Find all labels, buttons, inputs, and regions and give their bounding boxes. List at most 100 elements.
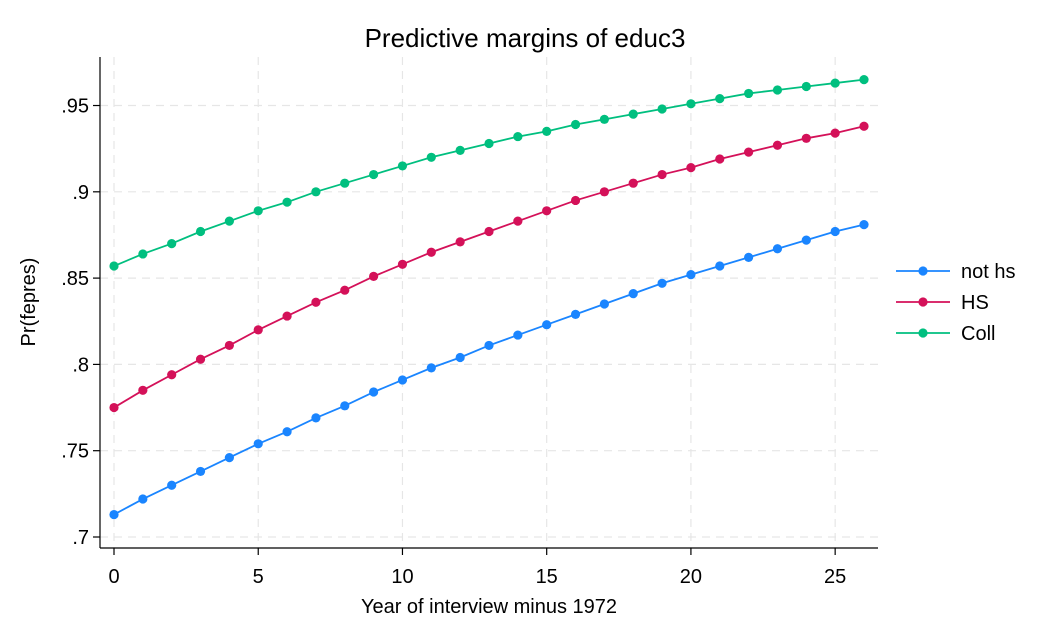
data-point-coll (570, 119, 581, 130)
data-point-hs (369, 271, 379, 281)
data-point-coll (542, 126, 552, 137)
data-point-hs (628, 178, 638, 188)
legend-label-not-hs: not hs (961, 261, 1015, 283)
y-tick-label: .8 (72, 354, 89, 376)
data-point-coll (455, 145, 465, 155)
data-point-coll (830, 78, 840, 88)
data-point-hs (744, 147, 754, 157)
data-point-coll (253, 206, 263, 216)
data-point-not-hs (224, 453, 234, 463)
data-point-hs (455, 237, 465, 247)
data-point-not-hs (484, 340, 494, 351)
data-point-not-hs (657, 278, 667, 288)
data-point-hs (311, 297, 321, 307)
data-point-not-hs (167, 480, 177, 490)
x-axis-title: Year of interview minus 1972 (361, 596, 617, 618)
data-point-not-hs (513, 330, 523, 340)
data-point-hs (397, 259, 408, 269)
data-point-hs (542, 206, 552, 216)
data-point-not-hs (570, 309, 581, 319)
legend: not hs HS Coll (896, 261, 1015, 345)
data-point-hs (570, 195, 581, 206)
axes-layer: .7 .75 .8 .85 .9 .95 0 5 10 15 20 25 (61, 57, 878, 588)
data-point-coll (715, 94, 725, 104)
data-point-hs (340, 285, 350, 295)
legend-label-coll: Coll (961, 323, 995, 345)
y-tick-label: .7 (72, 527, 89, 549)
data-point-hs (484, 226, 494, 237)
y-axis-title: Pr(fepres) (18, 258, 40, 347)
data-point-coll (138, 249, 148, 259)
data-point-not-hs (686, 270, 696, 280)
data-point-hs (686, 163, 696, 173)
data-point-not-hs (455, 352, 465, 363)
data-point-coll (426, 152, 436, 162)
data-point-not-hs (311, 413, 321, 423)
data-point-not-hs (599, 299, 609, 309)
data-point-coll (657, 104, 667, 114)
data-point-coll (224, 216, 234, 226)
data-point-hs (224, 340, 234, 351)
x-tick-label: 10 (391, 566, 413, 588)
legend-marker-hs (918, 297, 928, 307)
x-tick-label: 5 (253, 566, 264, 588)
data-point-coll (801, 81, 811, 92)
data-point-not-hs (772, 244, 783, 254)
data-point-hs (599, 187, 609, 197)
data-point-not-hs (744, 252, 754, 262)
data-point-coll (859, 75, 869, 85)
data-point-not-hs (397, 375, 408, 385)
data-point-coll (167, 238, 177, 249)
data-point-not-hs (138, 494, 148, 504)
data-point-hs (657, 169, 667, 180)
chart-title: Predictive margins of educ3 (365, 23, 686, 53)
data-point-not-hs (109, 509, 119, 520)
data-point-coll (397, 161, 408, 171)
x-tick-label: 0 (108, 566, 119, 588)
data-point-hs (426, 247, 436, 257)
data-point-coll (195, 226, 206, 237)
data-point-not-hs (830, 226, 840, 237)
data-point-hs (138, 385, 148, 395)
data-point-coll (744, 88, 754, 99)
y-tick-label: .85 (61, 268, 89, 290)
data-point-coll (282, 197, 292, 207)
data-point-not-hs (426, 363, 436, 373)
data-point-coll (311, 187, 321, 197)
data-point-not-hs (282, 427, 292, 437)
data-point-hs (513, 216, 523, 226)
x-tick-label: 15 (536, 566, 558, 588)
data-point-hs (195, 354, 206, 364)
series-line-hs (113, 125, 865, 409)
data-point-hs (830, 128, 840, 138)
data-point-not-hs (253, 439, 263, 449)
data-point-hs (801, 133, 811, 143)
data-point-hs (109, 402, 119, 413)
legend-marker-coll (918, 328, 928, 338)
data-point-coll (484, 138, 494, 149)
data-point-coll (772, 85, 783, 95)
data-point-coll (369, 169, 379, 180)
data-point-coll (628, 109, 638, 119)
data-point-hs (282, 311, 292, 321)
data-point-not-hs (542, 320, 552, 330)
data-point-coll (109, 261, 119, 271)
data-point-not-hs (715, 261, 725, 271)
data-point-not-hs (340, 401, 350, 411)
grid-layer (100, 57, 878, 548)
data-point-hs (715, 154, 725, 164)
data-point-not-hs (628, 289, 638, 299)
data-point-hs (167, 370, 177, 380)
x-tick-label: 25 (824, 566, 846, 588)
series-line-coll (113, 78, 865, 267)
data-point-coll (686, 99, 696, 109)
legend-label-hs: HS (961, 292, 989, 314)
series-line-not-hs (113, 223, 865, 516)
data-point-hs (772, 140, 783, 150)
x-tick-label: 20 (680, 566, 702, 588)
data-point-hs (859, 121, 869, 131)
data-point-not-hs (801, 235, 811, 245)
y-tick-label: .95 (61, 96, 89, 118)
